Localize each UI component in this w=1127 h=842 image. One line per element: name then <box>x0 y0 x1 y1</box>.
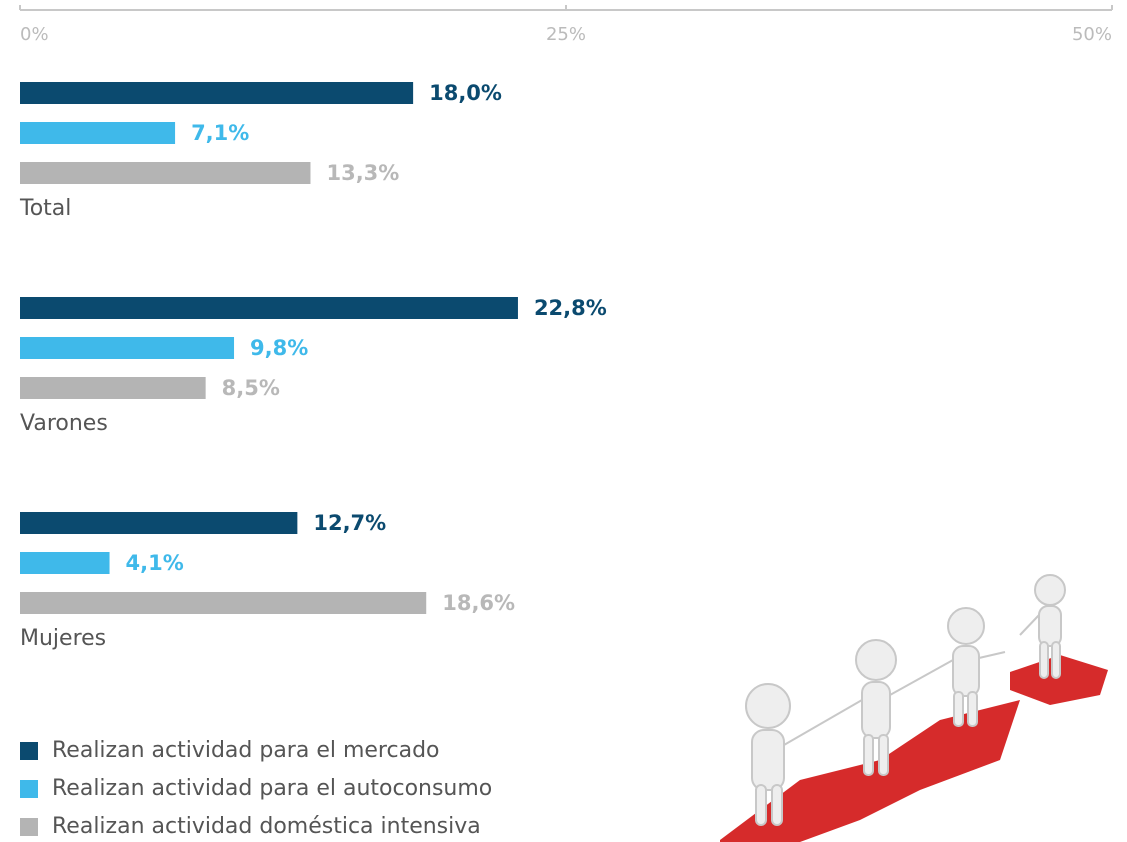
value-label: 22,8% <box>534 296 607 320</box>
value-label: 18,6% <box>442 591 515 615</box>
value-label: 9,8% <box>250 336 308 360</box>
bar <box>20 122 176 144</box>
bar <box>20 592 427 614</box>
bar <box>20 512 298 534</box>
figures <box>745 574 1066 826</box>
legend-label: Realizan actividad para el autoconsumo <box>52 776 492 801</box>
bar <box>20 82 414 104</box>
bar <box>20 297 518 319</box>
category-label: Total <box>19 196 71 221</box>
value-label: 12,7% <box>313 511 386 535</box>
category-label: Varones <box>20 411 108 436</box>
x-tick-label: 25% <box>546 24 586 45</box>
value-label: 8,5% <box>222 376 280 400</box>
legend-swatch <box>20 780 38 798</box>
legend-label: Realizan actividad doméstica intensiva <box>52 814 481 839</box>
bar <box>20 162 311 184</box>
x-tick-label: 0% <box>20 24 49 45</box>
decorative-illustration <box>720 574 1108 842</box>
value-label: 7,1% <box>191 121 249 145</box>
bar <box>20 552 110 574</box>
legend-swatch <box>20 818 38 836</box>
value-label: 18,0% <box>429 81 502 105</box>
legend-swatch <box>20 742 38 760</box>
value-label: 13,3% <box>326 161 399 185</box>
category-label: Mujeres <box>20 626 106 651</box>
bar <box>20 337 235 359</box>
bar <box>20 377 206 399</box>
puzzle-piece <box>1010 655 1108 705</box>
x-tick-label: 50% <box>1072 24 1112 45</box>
legend-label: Realizan actividad para el mercado <box>52 738 440 763</box>
value-label: 4,1% <box>126 551 184 575</box>
